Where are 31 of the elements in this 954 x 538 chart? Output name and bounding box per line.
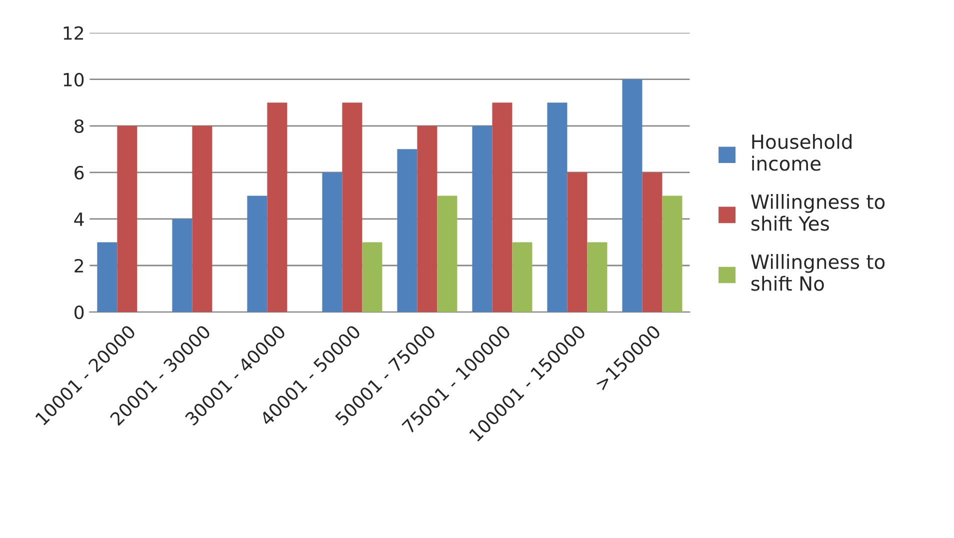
- bar: [417, 126, 438, 312]
- bar: [512, 242, 532, 312]
- bar: [492, 102, 512, 312]
- y-tick-label: 2: [74, 258, 84, 272]
- bar: [362, 242, 382, 312]
- y-tick-label: 4: [74, 212, 84, 226]
- y-tick-label: 8: [74, 119, 84, 134]
- y-tick-label: 12: [64, 26, 84, 40]
- bar: [622, 79, 642, 312]
- bar: [247, 196, 268, 312]
- legend-label: Household income: [752, 134, 852, 171]
- bar: [472, 126, 492, 312]
- bar: [642, 172, 662, 312]
- bar: [192, 126, 212, 312]
- bar: [267, 102, 288, 312]
- bar: [322, 172, 342, 312]
- bar: [97, 242, 118, 312]
- bar: [547, 102, 568, 312]
- bar: [587, 242, 608, 312]
- bar: [437, 196, 458, 312]
- legend-label: Willingness to shift Yes: [751, 194, 885, 231]
- y-tick-label: 10: [64, 72, 84, 86]
- bar: [342, 102, 362, 312]
- bar: [397, 149, 418, 312]
- y-tick-label: 6: [74, 166, 84, 180]
- bar: [567, 172, 588, 312]
- y-tick-label: 0: [74, 306, 84, 320]
- bar: [662, 196, 682, 312]
- legend-label: Willingness to shift No: [751, 254, 885, 291]
- bar: [172, 218, 192, 312]
- bar: [117, 126, 138, 312]
